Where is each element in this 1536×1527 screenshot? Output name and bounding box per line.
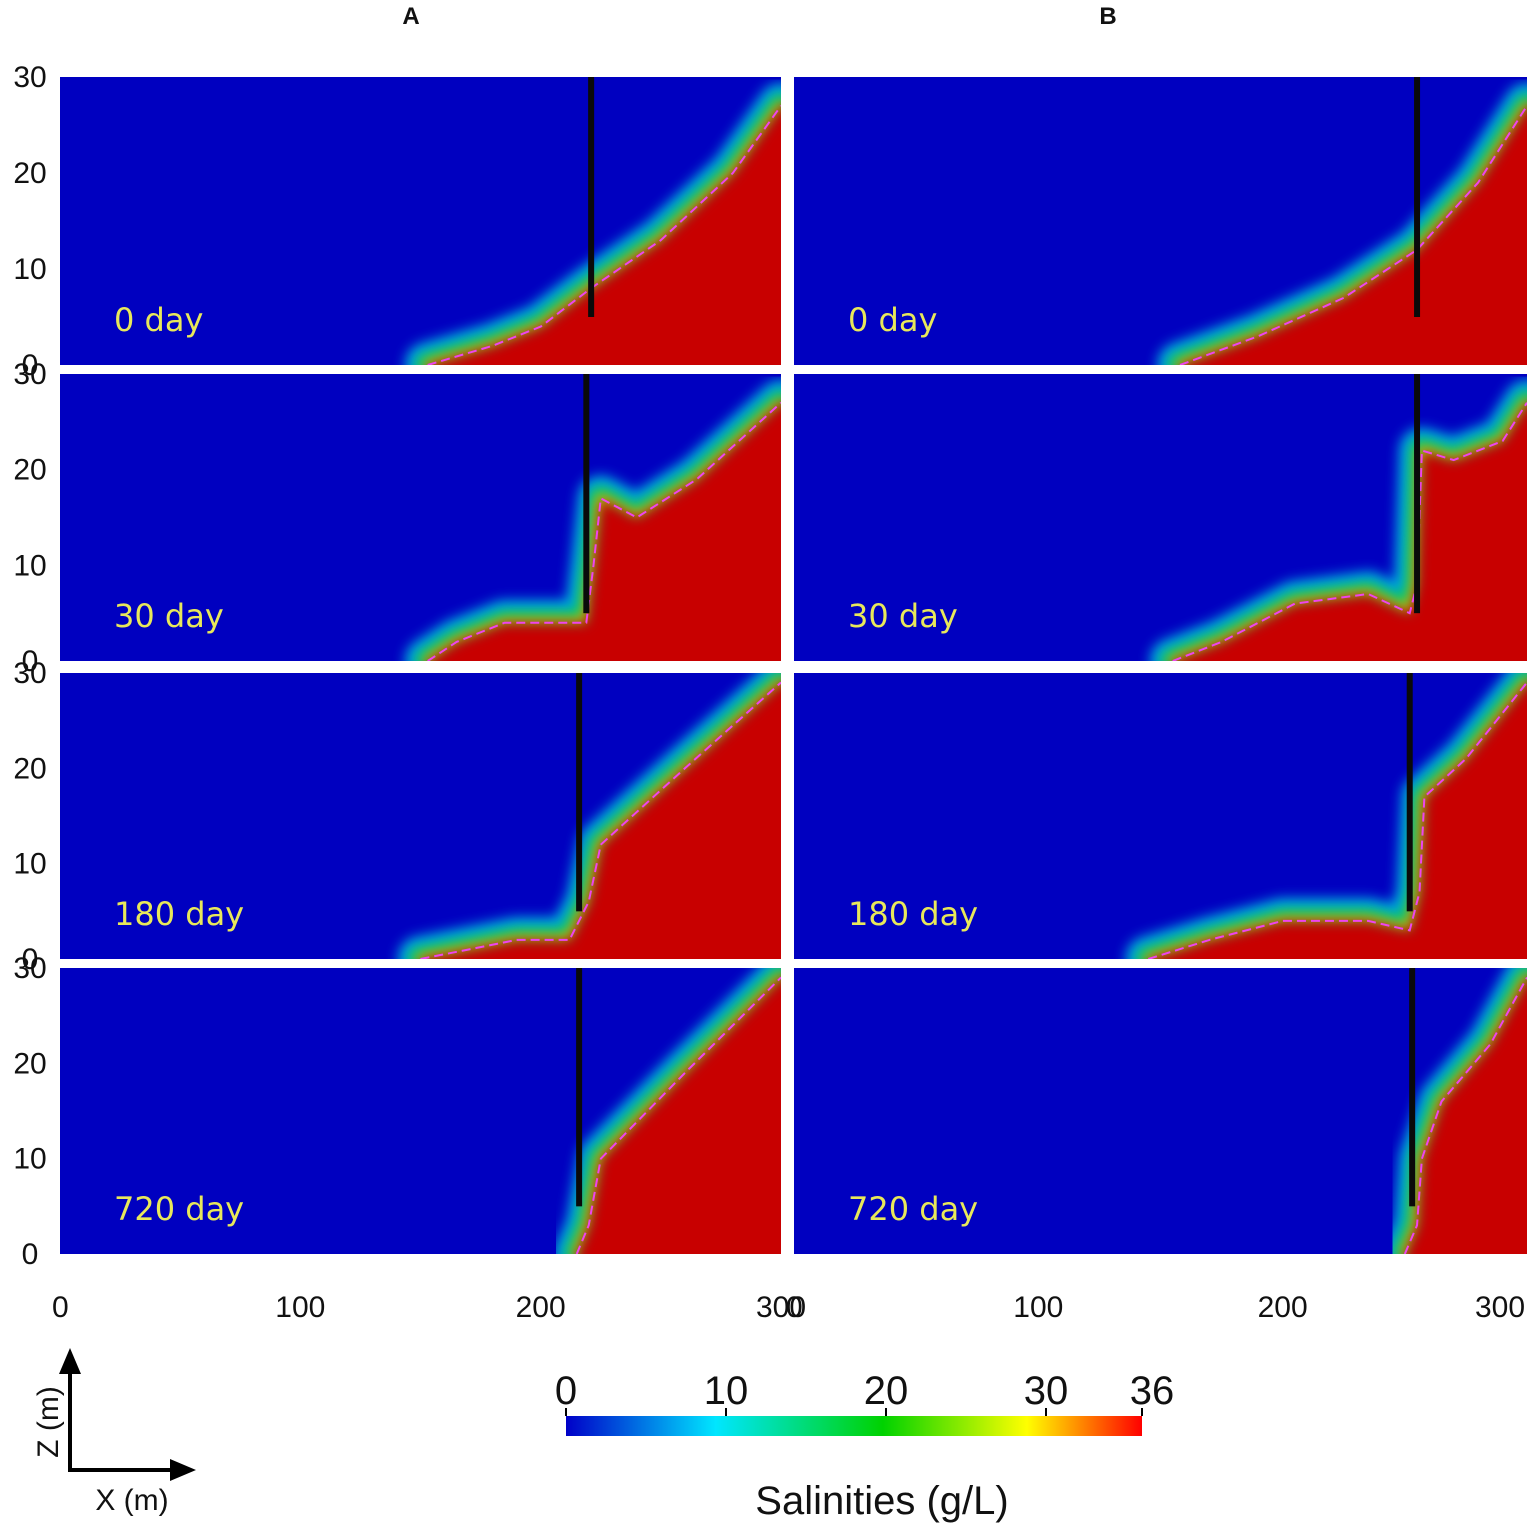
colorbar: 0 10 20 30 36 Salinities (g/L) bbox=[555, 1369, 1174, 1523]
heatmap-panel-a-4: 720 day bbox=[60, 968, 781, 1254]
time-label: 180 day bbox=[848, 895, 978, 933]
column-label-b: B bbox=[1099, 3, 1116, 30]
z-tick-label: 0 bbox=[22, 645, 39, 678]
x-tick-label: 200 bbox=[516, 1291, 566, 1324]
axis-orientation-indicator: Z (m) X (m) bbox=[32, 1348, 196, 1517]
salinity-isoline bbox=[427, 401, 781, 661]
x-tick-label: 0 bbox=[52, 1291, 69, 1324]
z-axis-arrow-head bbox=[59, 1348, 81, 1374]
cutoff-wall bbox=[1409, 968, 1416, 1207]
z-tick-label: 30 bbox=[13, 952, 46, 985]
saline-water-region bbox=[1180, 105, 1527, 365]
z-axis-label: Z (m) bbox=[32, 1386, 65, 1458]
salinity-isoline bbox=[1172, 402, 1527, 661]
x-tick-label: 300 bbox=[1475, 1291, 1525, 1324]
heatmap-panel-b-1: 0 day bbox=[794, 77, 1527, 365]
x-tick-label: 200 bbox=[1258, 1291, 1308, 1324]
heatmap-panel-a-1: 0 day bbox=[60, 77, 781, 365]
cutoff-wall bbox=[588, 77, 595, 317]
salinity-isoline bbox=[1179, 105, 1527, 365]
colorbar-tick-label: 20 bbox=[864, 1369, 909, 1413]
x-tick-label: 300 bbox=[756, 1291, 806, 1324]
colorbar-gradient bbox=[566, 1416, 1142, 1436]
x-tick-label: 100 bbox=[1013, 1291, 1063, 1324]
heatmap-panels: 0 day 30 day 180 day 720 day 0 day 30 day 180 … bbox=[60, 77, 1527, 1254]
z-tick-label: 20 bbox=[13, 752, 46, 785]
time-label: 720 day bbox=[114, 1190, 244, 1228]
z-tick-label: 20 bbox=[13, 1047, 46, 1080]
colorbar-title: Salinities (g/L) bbox=[755, 1479, 1008, 1523]
colorbar-tick-label: 36 bbox=[1130, 1369, 1175, 1413]
cutoff-wall bbox=[1414, 77, 1421, 317]
heatmap-panel-b-4: 720 day bbox=[794, 968, 1527, 1254]
column-label-a: A bbox=[402, 3, 419, 30]
time-label: 30 day bbox=[114, 597, 224, 635]
colorbar-tick-label: 30 bbox=[1024, 1369, 1069, 1413]
z-tick-label: 10 bbox=[13, 1143, 46, 1176]
heatmap-panel-b-3: 180 day bbox=[794, 673, 1527, 959]
x-axis-arrow-head bbox=[170, 1459, 196, 1481]
saline-water-region bbox=[1148, 682, 1527, 959]
x-tick-label: 100 bbox=[275, 1291, 325, 1324]
z-tick-label: 30 bbox=[13, 657, 46, 690]
z-tick-label: 10 bbox=[13, 253, 46, 286]
z-tick-label: 0 bbox=[22, 943, 39, 976]
saline-water-region bbox=[576, 977, 781, 1254]
z-tick-label: 0 bbox=[22, 349, 39, 382]
saline-water-region bbox=[420, 682, 781, 959]
z-tick-label: 20 bbox=[13, 454, 46, 487]
heatmap-panel-a-3: 180 day bbox=[60, 673, 781, 959]
salinity-isoline bbox=[420, 681, 781, 959]
saline-water-region bbox=[427, 402, 781, 661]
saline-water-region bbox=[1172, 402, 1527, 661]
z-tick-label: 10 bbox=[13, 848, 46, 881]
salinity-isoline bbox=[1403, 977, 1527, 1254]
saline-water-region bbox=[1404, 977, 1527, 1254]
z-tick-label: 30 bbox=[13, 358, 46, 391]
z-tick-label: 20 bbox=[13, 157, 46, 190]
x-axis-label: X (m) bbox=[95, 1484, 168, 1517]
time-label: 180 day bbox=[114, 895, 244, 933]
heatmap-panel-a-2: 30 day bbox=[60, 374, 781, 661]
saline-water-region bbox=[427, 105, 781, 365]
time-label: 720 day bbox=[848, 1190, 978, 1228]
z-tick-label: 0 bbox=[22, 1238, 39, 1271]
x-tick-label: 0 bbox=[786, 1291, 803, 1324]
cutoff-wall bbox=[583, 374, 590, 614]
cutoff-wall bbox=[576, 673, 583, 912]
time-label: 30 day bbox=[848, 597, 958, 635]
salinity-isoline bbox=[575, 976, 781, 1254]
z-tick-label: 30 bbox=[13, 61, 46, 94]
time-label: 0 day bbox=[114, 301, 203, 339]
salinity-isoline bbox=[1148, 681, 1527, 959]
z-tick-label: 10 bbox=[13, 549, 46, 582]
cutoff-wall bbox=[1414, 374, 1421, 614]
heatmap-panel-b-2: 30 day bbox=[794, 374, 1527, 661]
colorbar-tick-label: 10 bbox=[704, 1369, 749, 1413]
time-label: 0 day bbox=[848, 301, 937, 339]
cutoff-wall bbox=[576, 968, 583, 1207]
cutoff-wall bbox=[1406, 673, 1413, 912]
colorbar-tick-label: 0 bbox=[555, 1369, 577, 1413]
colorbar-ticks: 0 10 20 30 36 bbox=[555, 1369, 1174, 1416]
